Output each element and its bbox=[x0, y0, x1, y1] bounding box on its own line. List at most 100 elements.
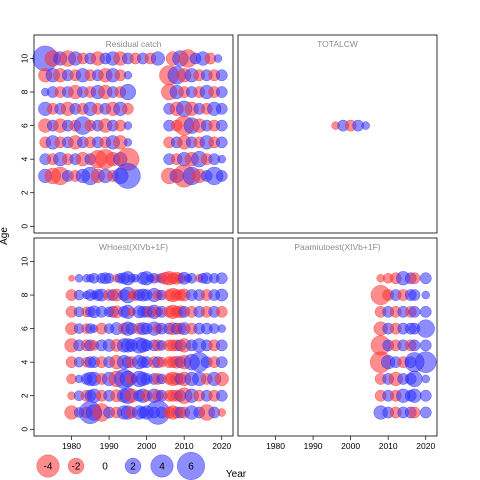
bubble-point bbox=[215, 356, 228, 369]
bubble-point bbox=[408, 289, 421, 301]
bubble-point bbox=[408, 305, 421, 318]
legend-label: 2 bbox=[130, 462, 136, 473]
bubble-point bbox=[68, 274, 75, 282]
bubbles bbox=[369, 271, 437, 420]
bubble-point bbox=[416, 319, 435, 338]
bubble-point bbox=[123, 138, 133, 147]
x-tick-label: 2020 bbox=[212, 441, 231, 451]
legend-bubble bbox=[67, 457, 85, 475]
legend-entry: 6 bbox=[177, 452, 205, 480]
bubble-point bbox=[407, 388, 422, 403]
y-tick-label: 4 bbox=[20, 157, 30, 162]
x-tick-label: 2000 bbox=[137, 441, 156, 451]
bubble-point bbox=[408, 406, 421, 419]
y-tick-label: 4 bbox=[20, 360, 30, 365]
bubble-point bbox=[217, 324, 226, 333]
panel-title: WHoest(XIVb+1F) bbox=[99, 242, 168, 252]
bubble-point bbox=[215, 69, 228, 82]
bubble-point bbox=[122, 102, 134, 115]
x-tick-label: 1990 bbox=[100, 441, 119, 451]
bubble-point bbox=[214, 371, 229, 387]
panel-title: Residual catch bbox=[106, 39, 162, 49]
legend-bubble bbox=[150, 454, 174, 478]
bubble-point bbox=[408, 272, 421, 285]
bubble-point bbox=[215, 170, 228, 182]
legend-label: -4 bbox=[44, 462, 53, 473]
bubbles bbox=[32, 45, 228, 189]
panel: TOTALCW bbox=[237, 34, 438, 234]
bubble-point bbox=[419, 339, 432, 352]
legend-entry: 2 bbox=[124, 457, 142, 475]
panel-frame bbox=[33, 34, 234, 234]
bubble-point bbox=[123, 121, 133, 130]
bubble-point bbox=[217, 154, 226, 164]
bubble-point bbox=[406, 370, 423, 388]
x-tick-label: 2020 bbox=[416, 441, 435, 451]
bubble-point bbox=[215, 305, 228, 318]
legend-entry: 4 bbox=[150, 454, 174, 478]
legend: -4 -2 0 2 4 6 bbox=[36, 452, 205, 480]
y-tick-label: 0 bbox=[20, 427, 30, 432]
bubbles bbox=[331, 119, 370, 132]
bubble-point bbox=[419, 272, 432, 285]
y-tick-label: 6 bbox=[20, 326, 30, 331]
bubble-point bbox=[419, 305, 432, 318]
panel-title: TOTALCW bbox=[317, 39, 358, 49]
legend-label: 6 bbox=[188, 462, 194, 473]
y-tick-label: 10 bbox=[20, 53, 30, 63]
legend-label: 4 bbox=[159, 462, 165, 473]
x-axis-title: Year bbox=[226, 469, 247, 480]
y-axis-title: Age bbox=[0, 227, 10, 245]
legend-entry: 0 bbox=[102, 462, 108, 473]
legend-bubble bbox=[36, 454, 60, 478]
panel-title: Paamiutoest(XIVb+1F) bbox=[294, 242, 380, 252]
bubble-point bbox=[415, 351, 437, 373]
bubble-point bbox=[215, 102, 228, 115]
bubble-point bbox=[115, 163, 141, 189]
y-tick-label: 2 bbox=[20, 190, 30, 195]
y-tick-label: 2 bbox=[20, 393, 30, 398]
x-tick-label: 1990 bbox=[304, 441, 323, 451]
y-tick-label: 8 bbox=[20, 292, 30, 297]
bubble-point bbox=[74, 274, 84, 283]
legend-entry: -4 bbox=[36, 454, 60, 478]
x-tick-label: 1980 bbox=[62, 441, 81, 451]
bubble-point bbox=[421, 374, 430, 384]
panel: WHoest(XIVb+1F) 0 2 4 6 8 10 1980 1990 2000 2010 20… bbox=[20, 237, 234, 451]
bubble-point bbox=[150, 51, 166, 66]
panels: Residual catch 0 2 4 6 8 10 TOTALCW WHoest(XIVb+… bbox=[20, 34, 438, 451]
bubble-point bbox=[215, 339, 228, 352]
bubble-point bbox=[215, 272, 228, 285]
panel-frame bbox=[237, 34, 438, 234]
bubble-point bbox=[419, 389, 432, 402]
bubble-point bbox=[408, 339, 421, 352]
x-tick-label: 2010 bbox=[379, 441, 398, 451]
bubble-point bbox=[421, 290, 430, 300]
x-tick-label: 2010 bbox=[175, 441, 194, 451]
panel: Residual catch 0 2 4 6 8 10 bbox=[20, 34, 234, 234]
bubble-point bbox=[215, 136, 228, 149]
y-tick-label: 6 bbox=[20, 123, 30, 128]
bubble-point bbox=[123, 71, 133, 80]
bubbles bbox=[64, 271, 229, 425]
bubble-point bbox=[215, 119, 228, 132]
y-tick-label: 0 bbox=[20, 224, 30, 229]
bubble-point bbox=[215, 86, 228, 98]
bubble-point bbox=[217, 408, 226, 417]
bubble-point bbox=[215, 288, 229, 302]
bubble-point bbox=[361, 121, 370, 130]
bubble-point bbox=[419, 406, 432, 419]
y-tick-label: 8 bbox=[20, 89, 30, 94]
legend-label: 0 bbox=[102, 462, 108, 473]
legend-label: -2 bbox=[72, 462, 81, 473]
panel-frame bbox=[33, 237, 234, 437]
bubble-point bbox=[213, 54, 223, 63]
legend-bubble bbox=[124, 457, 142, 475]
y-tick-label: 10 bbox=[20, 256, 30, 266]
panel: Paamiutoest(XIVb+1F) 1980 1990 2000 2010 2020 bbox=[237, 237, 438, 451]
bubble-point bbox=[119, 83, 137, 101]
x-tick-label: 2000 bbox=[341, 441, 360, 451]
x-tick-label: 1980 bbox=[266, 441, 285, 451]
bubble-point bbox=[215, 389, 228, 402]
